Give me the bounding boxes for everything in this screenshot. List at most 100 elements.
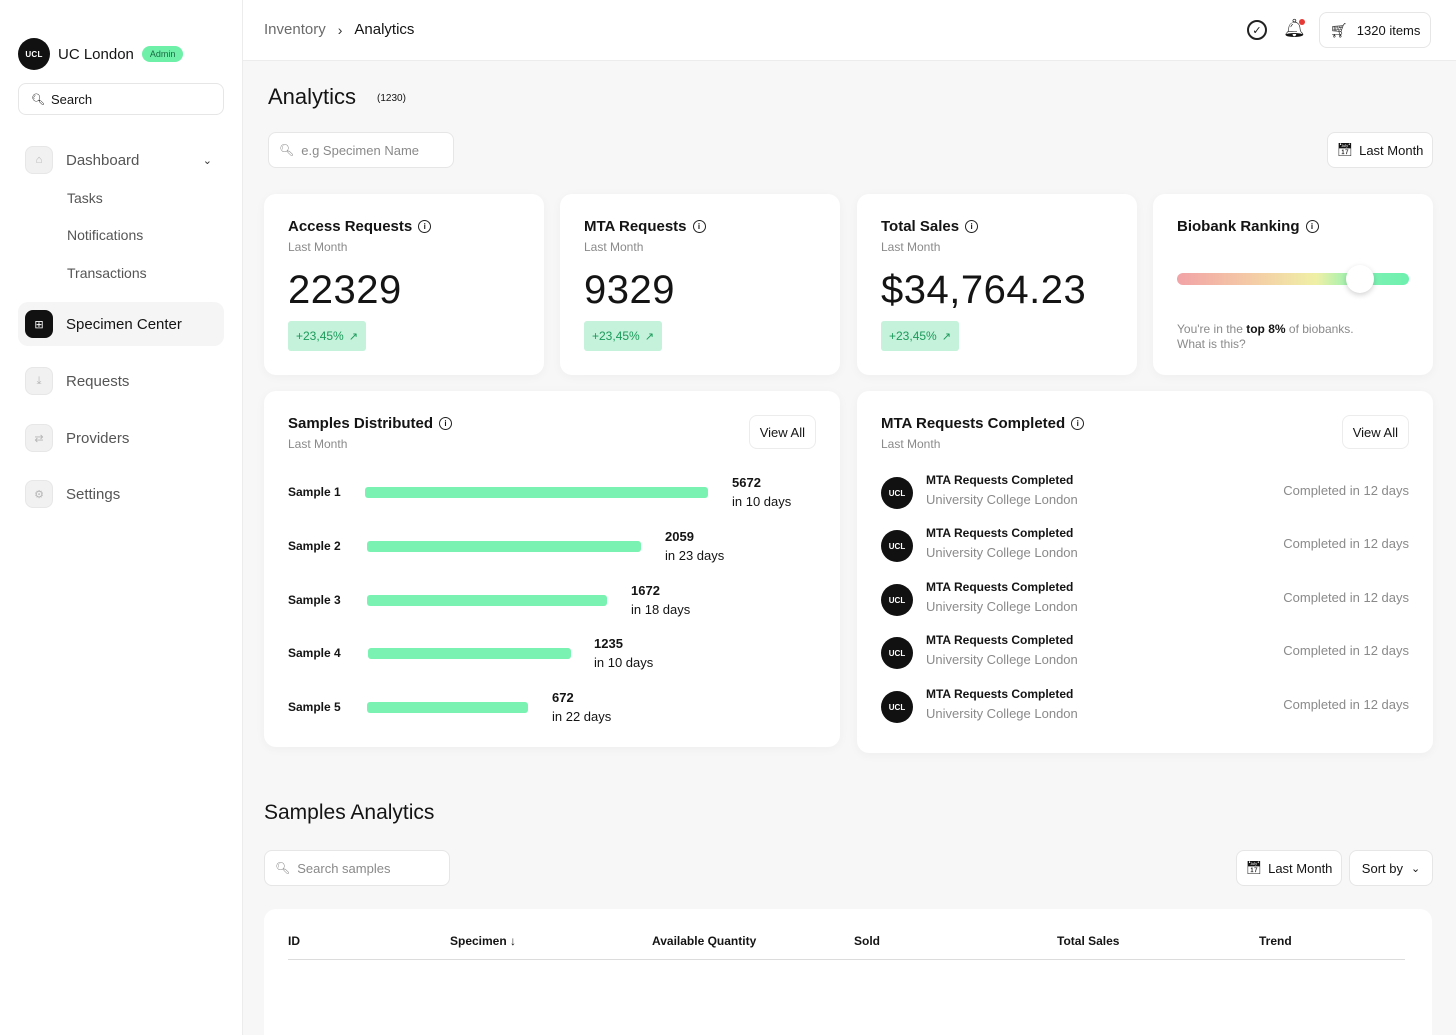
what-is-this-link[interactable]: What is this? (1177, 337, 1246, 351)
sort-by-label: Sort by (1361, 860, 1403, 876)
swap-icon: ⇄ (25, 424, 53, 452)
sample-days: in 23 days (665, 548, 725, 563)
sidebar-item-label: Requests (66, 372, 130, 390)
mta-item-title: MTA Requests Completed (926, 633, 1074, 647)
arrow-down-icon: ↓ (510, 934, 517, 948)
sample-bar (367, 541, 641, 552)
mta-completed-title: MTA Requests Completed i (881, 415, 1085, 432)
sample-value: 2059 (665, 529, 694, 544)
sidebar-search-label: Search (50, 91, 93, 107)
sidebar-subitem-tasks[interactable]: Tasks (67, 190, 103, 206)
sidebar-item-specimen-center[interactable]: ⊞ Specimen Center (18, 302, 224, 346)
ranking-text-suffix: of biobanks. (1285, 322, 1354, 336)
specimen-search-placeholder: e.g Specimen Name (301, 142, 420, 158)
ucl-logo: UCL (881, 691, 913, 723)
page-title: Analytics (268, 84, 357, 109)
sample-label: Sample 5 (288, 700, 341, 714)
column-header-specimen[interactable]: Specimen ↓ (450, 934, 516, 948)
stat-title: Total Sales i (881, 218, 979, 235)
ranking-text-bold: top 8% (1246, 322, 1286, 336)
ranking-description: You're in the top 8% of biobanks. What i… (1177, 322, 1397, 352)
sidebar-item-label: Specimen Center (66, 315, 182, 333)
sidebar-item-label: Providers (66, 429, 130, 447)
mta-item-org: University College London (926, 545, 1078, 560)
sample-label: Sample 3 (288, 593, 341, 607)
sidebar-search[interactable]: 🔍︎ Search (18, 83, 224, 115)
column-header-sold[interactable]: Sold (854, 934, 880, 948)
list-item[interactable]: UCL MTA Requests Completed University Co… (881, 580, 1409, 620)
calendar-icon: 📅︎ (1245, 860, 1263, 875)
sidebar-item-providers[interactable]: ⇄ Providers (18, 416, 224, 460)
ranking-text-prefix: You're in the (1177, 322, 1247, 336)
table-header-divider (288, 959, 1405, 960)
list-item[interactable]: UCL MTA Requests Completed University Co… (881, 473, 1409, 513)
search-icon: 🔍︎ (31, 93, 45, 106)
stat-value: 22329 (288, 268, 402, 312)
breadcrumb-inventory[interactable]: Inventory (264, 21, 326, 38)
trend-up-icon: ↗ (348, 330, 358, 343)
info-icon[interactable]: i (418, 220, 432, 233)
chevron-down-icon[interactable]: ⌄ (202, 154, 212, 167)
stat-delta-text: +23,45% (592, 329, 640, 343)
sidebar-item-label: Settings (66, 485, 121, 503)
column-header-trend[interactable]: Trend (1259, 934, 1292, 948)
ranking-slider-knob[interactable] (1346, 265, 1374, 293)
ucl-logo[interactable]: UCL (18, 38, 50, 70)
sidebar-item-requests[interactable]: ⤓ Requests (18, 359, 224, 403)
trend-up-icon: ↗ (644, 330, 654, 343)
stat-delta-badge: +23,45% ↗ (584, 321, 662, 351)
info-icon[interactable]: i (1071, 417, 1085, 430)
sample-days: in 18 days (631, 602, 691, 617)
sort-by-dropdown[interactable]: Sort by ⌄ (1349, 850, 1433, 886)
specimen-search-input[interactable]: 🔍︎ e.g Specimen Name (268, 132, 454, 168)
column-header-total-sales[interactable]: Total Sales (1057, 934, 1120, 948)
sample-value: 5672 (732, 475, 761, 490)
biobank-ranking-card: Biobank Ranking i You're in the top 8% of… (1153, 194, 1433, 375)
home-icon: ⌂ (25, 146, 53, 174)
list-item[interactable]: UCL MTA Requests Completed University Co… (881, 687, 1409, 727)
info-icon[interactable]: i (965, 220, 979, 233)
sample-bar (368, 648, 571, 659)
mta-item-title: MTA Requests Completed (926, 580, 1074, 594)
stat-title: Access Requests i (288, 218, 432, 235)
stat-delta-badge: +23,45% ↗ (881, 321, 959, 351)
view-all-button[interactable]: View All (1341, 415, 1409, 449)
mta-item-title: MTA Requests Completed (926, 473, 1074, 487)
top-bar: Inventory › Analytics ✓ 🔔︎ 🛒︎ 1320 items (243, 0, 1456, 61)
sidebar-subitem-transactions[interactable]: Transactions (67, 265, 147, 281)
mta-item-title: MTA Requests Completed (926, 526, 1074, 540)
column-header-available-quantity[interactable]: Available Quantity (652, 934, 757, 948)
samples-date-filter-button[interactable]: 📅︎ Last Month (1236, 850, 1342, 886)
info-icon[interactable]: i (692, 220, 706, 233)
cart-icon: 🛒︎ (1330, 21, 1348, 38)
chevron-down-icon: ⌄ (1410, 862, 1421, 875)
info-icon[interactable]: i (1305, 220, 1319, 233)
date-filter-button[interactable]: 📅︎ Last Month (1327, 132, 1433, 168)
notification-dot (1299, 19, 1305, 25)
sample-bar-row: Sample 3 1672 in 18 days (288, 581, 828, 621)
ucl-logo: UCL (881, 477, 913, 509)
samples-search-input[interactable]: 🔍︎ Search samples (264, 850, 450, 886)
view-all-button[interactable]: View All (748, 415, 816, 449)
sample-bar-row: Sample 5 672 in 22 days (288, 688, 828, 728)
check-circle-icon[interactable]: ✓ (1247, 20, 1267, 40)
sidebar-item-dashboard[interactable]: ⌂ Dashboard ⌄ (18, 138, 224, 182)
stat-period: Last Month (584, 240, 644, 254)
sidebar-item-settings[interactable]: ⚙ Settings (18, 472, 224, 516)
stat-card-access-requests: Access Requests i Last Month 22329 +23,45… (264, 194, 544, 375)
samples-table: ID Specimen ↓ Available Quantity Sold To… (264, 909, 1432, 1035)
list-item[interactable]: UCL MTA Requests Completed University Co… (881, 526, 1409, 566)
mta-item-status: Completed in 12 days (1283, 697, 1409, 712)
mta-completed-title-text: MTA Requests Completed (881, 415, 1066, 432)
sidebar-subitem-notifications[interactable]: Notifications (67, 227, 144, 243)
mta-item-status: Completed in 12 days (1283, 590, 1409, 605)
ucl-logo: UCL (881, 637, 913, 669)
info-icon[interactable]: i (439, 417, 453, 430)
samples-date-filter-label: Last Month (1268, 860, 1333, 876)
cart-button[interactable]: 🛒︎ 1320 items (1319, 12, 1431, 48)
column-header-id[interactable]: ID (288, 934, 300, 948)
mta-completed-period: Last Month (881, 437, 941, 451)
date-filter-label: Last Month (1359, 142, 1424, 158)
list-item[interactable]: UCL MTA Requests Completed University Co… (881, 633, 1409, 673)
samples-distributed-title-text: Samples Distributed (288, 415, 434, 432)
